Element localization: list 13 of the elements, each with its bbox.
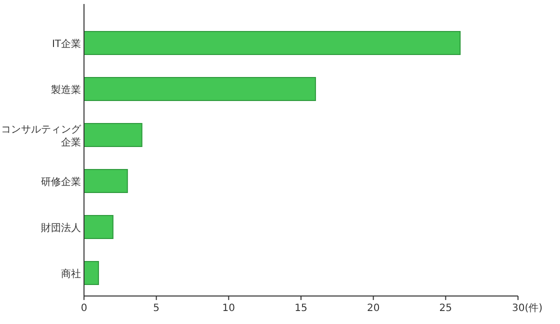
x-tick-label: 20: [366, 303, 380, 314]
x-tick-label: 5: [153, 303, 160, 314]
x-tick-label: 30(件): [512, 303, 543, 314]
y-tick-label: 研修企業: [41, 176, 81, 188]
x-tick-label: 25: [439, 303, 452, 314]
x-tick-label: 10: [222, 303, 236, 314]
y-tick-label: IT企業: [52, 38, 81, 50]
y-tick-label: 商社: [61, 268, 81, 280]
y-tick-label: コンサルティング企業: [1, 124, 82, 148]
x-tick-label: 0: [80, 303, 88, 314]
x-tick-label: 15: [294, 303, 308, 314]
y-tick-label: 財団法人: [41, 222, 81, 234]
y-tick-label: 製造業: [51, 84, 81, 96]
